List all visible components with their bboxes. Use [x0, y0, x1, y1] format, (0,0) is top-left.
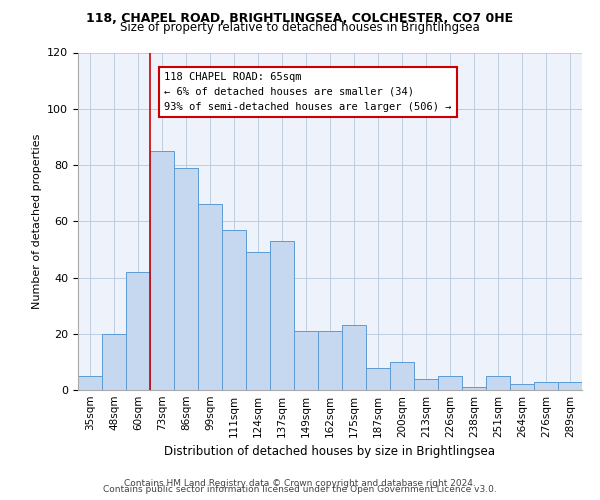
Bar: [222, 230, 246, 390]
Bar: [126, 272, 150, 390]
Text: 118 CHAPEL ROAD: 65sqm
← 6% of detached houses are smaller (34)
93% of semi-deta: 118 CHAPEL ROAD: 65sqm ← 6% of detached …: [164, 72, 452, 112]
Bar: [342, 326, 366, 390]
Bar: [366, 368, 390, 390]
Y-axis label: Number of detached properties: Number of detached properties: [32, 134, 41, 309]
X-axis label: Distribution of detached houses by size in Brightlingsea: Distribution of detached houses by size …: [164, 446, 496, 458]
Bar: [318, 331, 342, 390]
Text: Contains public sector information licensed under the Open Government Licence v3: Contains public sector information licen…: [103, 485, 497, 494]
Text: Contains HM Land Registry data © Crown copyright and database right 2024.: Contains HM Land Registry data © Crown c…: [124, 478, 476, 488]
Bar: [486, 376, 510, 390]
Bar: [510, 384, 534, 390]
Bar: [102, 334, 126, 390]
Bar: [414, 379, 438, 390]
Bar: [462, 387, 486, 390]
Bar: [534, 382, 558, 390]
Bar: [270, 241, 294, 390]
Text: Size of property relative to detached houses in Brightlingsea: Size of property relative to detached ho…: [120, 22, 480, 35]
Bar: [390, 362, 414, 390]
Bar: [174, 168, 198, 390]
Bar: [294, 331, 318, 390]
Bar: [558, 382, 582, 390]
Bar: [438, 376, 462, 390]
Bar: [198, 204, 222, 390]
Bar: [150, 151, 174, 390]
Bar: [78, 376, 102, 390]
Bar: [246, 252, 270, 390]
Text: 118, CHAPEL ROAD, BRIGHTLINGSEA, COLCHESTER, CO7 0HE: 118, CHAPEL ROAD, BRIGHTLINGSEA, COLCHES…: [86, 12, 514, 26]
